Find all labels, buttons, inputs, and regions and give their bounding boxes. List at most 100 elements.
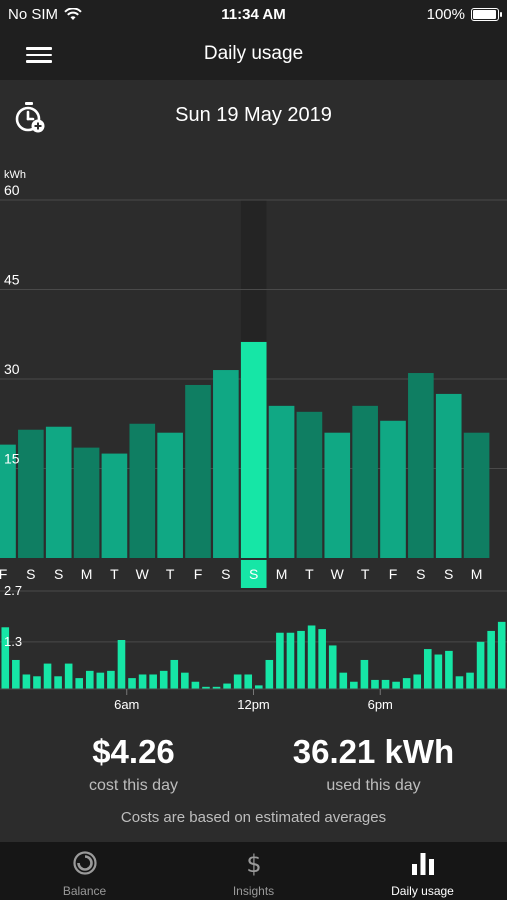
usage-stat: 36.21 kWh used this day [247, 733, 500, 795]
hourly-bar-8 [85, 670, 94, 689]
hourly-bar-29 [307, 625, 316, 689]
daily-bar-0[interactable] [0, 444, 16, 558]
hourly-bar-37 [392, 681, 400, 689]
hourly-bar-2 [22, 674, 31, 689]
daily-bar-14[interactable] [380, 420, 406, 558]
daily-y-tick-label: 30 [4, 361, 20, 377]
hourly-bar-38 [402, 678, 411, 689]
daily-x-label-8: S [221, 566, 230, 582]
battery-icon [471, 8, 502, 21]
date-header: Sun 19 May 2019 [0, 80, 507, 160]
tab-bar: Balance $ Insights Daily usage [0, 842, 507, 900]
tab-balance-label: Balance [62, 884, 107, 898]
hourly-bar-16 [170, 659, 179, 689]
daily-x-label-6: T [166, 566, 175, 582]
hourly-bar-34 [360, 659, 369, 689]
daily-bar-8[interactable] [213, 370, 239, 558]
hourly-bar-21 [223, 683, 231, 689]
daily-bar-3[interactable] [73, 447, 100, 558]
navigation-bar: Daily usage [0, 30, 507, 80]
daily-x-label-2: S [54, 566, 63, 582]
cost-value: $4.26 [92, 733, 175, 770]
daily-bar-7[interactable] [185, 384, 211, 558]
hourly-bar-28 [297, 630, 305, 689]
cost-stat: $4.26 cost this day [7, 733, 260, 795]
daily-bar-5[interactable] [129, 423, 156, 558]
hourly-bar-47 [497, 621, 506, 689]
daily-x-label-10: M [276, 566, 288, 582]
hourly-bar-7 [75, 678, 84, 689]
daily-x-label-5: W [136, 566, 150, 582]
hourly-x-label-6pm: 6pm [368, 697, 393, 712]
daily-bar-17[interactable] [463, 432, 490, 558]
wifi-icon [64, 8, 82, 20]
daily-bar-12[interactable] [324, 432, 351, 558]
hourly-bar-26 [276, 632, 284, 689]
dollar-icon: $ [246, 850, 261, 876]
status-left: No SIM [8, 6, 82, 23]
selected-day-label-bg [240, 560, 267, 588]
hourly-bar-43 [455, 676, 464, 689]
daily-x-label-0: F [0, 566, 7, 582]
daily-bar-6[interactable] [157, 432, 183, 558]
stopwatch-add-icon[interactable] [12, 100, 48, 136]
daily-bar-1[interactable] [18, 429, 44, 558]
hourly-x-label-12pm: 12pm [237, 697, 270, 712]
cost-note: Costs are based on estimated averages [120, 809, 387, 826]
daily-y-tick-label: 45 [4, 272, 20, 288]
hourly-bar-36 [381, 679, 390, 689]
selected-date[interactable]: Sun 19 May 2019 [175, 104, 332, 126]
hourly-bar-30 [318, 629, 326, 689]
tab-insights-label: Insights [232, 884, 275, 898]
hourly-bar-6 [64, 663, 73, 689]
hamburger-menu-icon[interactable] [26, 43, 52, 67]
daily-bar-16[interactable] [435, 393, 462, 558]
hourly-bar-11 [117, 640, 126, 689]
daily-x-label-16: S [444, 566, 453, 582]
status-bar: No SIM 11:34 AM 100% [0, 0, 507, 30]
tab-daily-usage[interactable]: Daily usage [338, 842, 507, 900]
daily-bar-9[interactable] [240, 341, 267, 558]
hourly-bar-41 [434, 654, 443, 689]
status-right: 100% [427, 6, 502, 23]
hourly-x-label-6am: 6am [114, 697, 139, 712]
daily-bar-4[interactable] [101, 453, 128, 558]
hourly-bar-4 [43, 663, 52, 689]
page-title: Daily usage [203, 43, 304, 64]
tab-insights[interactable]: $ Insights [169, 842, 338, 900]
daily-x-label-7: F [194, 566, 203, 582]
hourly-bar-1 [12, 659, 20, 689]
hourly-bar-39 [413, 674, 422, 689]
hourly-bar-15 [159, 670, 168, 689]
hourly-bar-42 [445, 650, 453, 689]
daily-x-label-17: M [471, 566, 483, 582]
daily-x-label-13: T [361, 566, 370, 582]
bar-chart-icon [411, 853, 434, 875]
daily-bar-10[interactable] [268, 405, 295, 558]
hourly-bar-45 [476, 641, 485, 689]
hourly-y-tick-label: 1.3 [4, 634, 22, 649]
hourly-bar-23 [244, 674, 253, 689]
tab-daily-usage-label: Daily usage [391, 884, 454, 898]
hourly-y-tick-label: 2.7 [4, 583, 22, 598]
daily-x-label-1: S [26, 566, 35, 582]
hourly-bar-19 [202, 686, 210, 689]
daily-bar-2[interactable] [45, 426, 72, 558]
svg-text:$: $ [246, 850, 261, 876]
daily-x-label-9: S [249, 566, 258, 582]
hourly-bar-46 [487, 630, 495, 689]
daily-x-label-15: S [416, 566, 425, 582]
daily-y-unit-label: kWh [4, 169, 26, 181]
daily-x-label-11: T [305, 566, 314, 582]
hourly-bar-10 [107, 670, 115, 689]
tab-balance[interactable]: Balance [0, 842, 169, 900]
daily-bar-13[interactable] [352, 405, 378, 558]
carrier-label: No SIM [8, 6, 59, 23]
hourly-bar-22 [233, 674, 242, 689]
hourly-bar-3 [33, 676, 41, 689]
daily-bar-15[interactable] [408, 373, 434, 558]
daily-y-tick-label: 60 [4, 182, 20, 198]
daily-bar-11[interactable] [296, 411, 323, 558]
hourly-bar-18 [191, 681, 200, 689]
